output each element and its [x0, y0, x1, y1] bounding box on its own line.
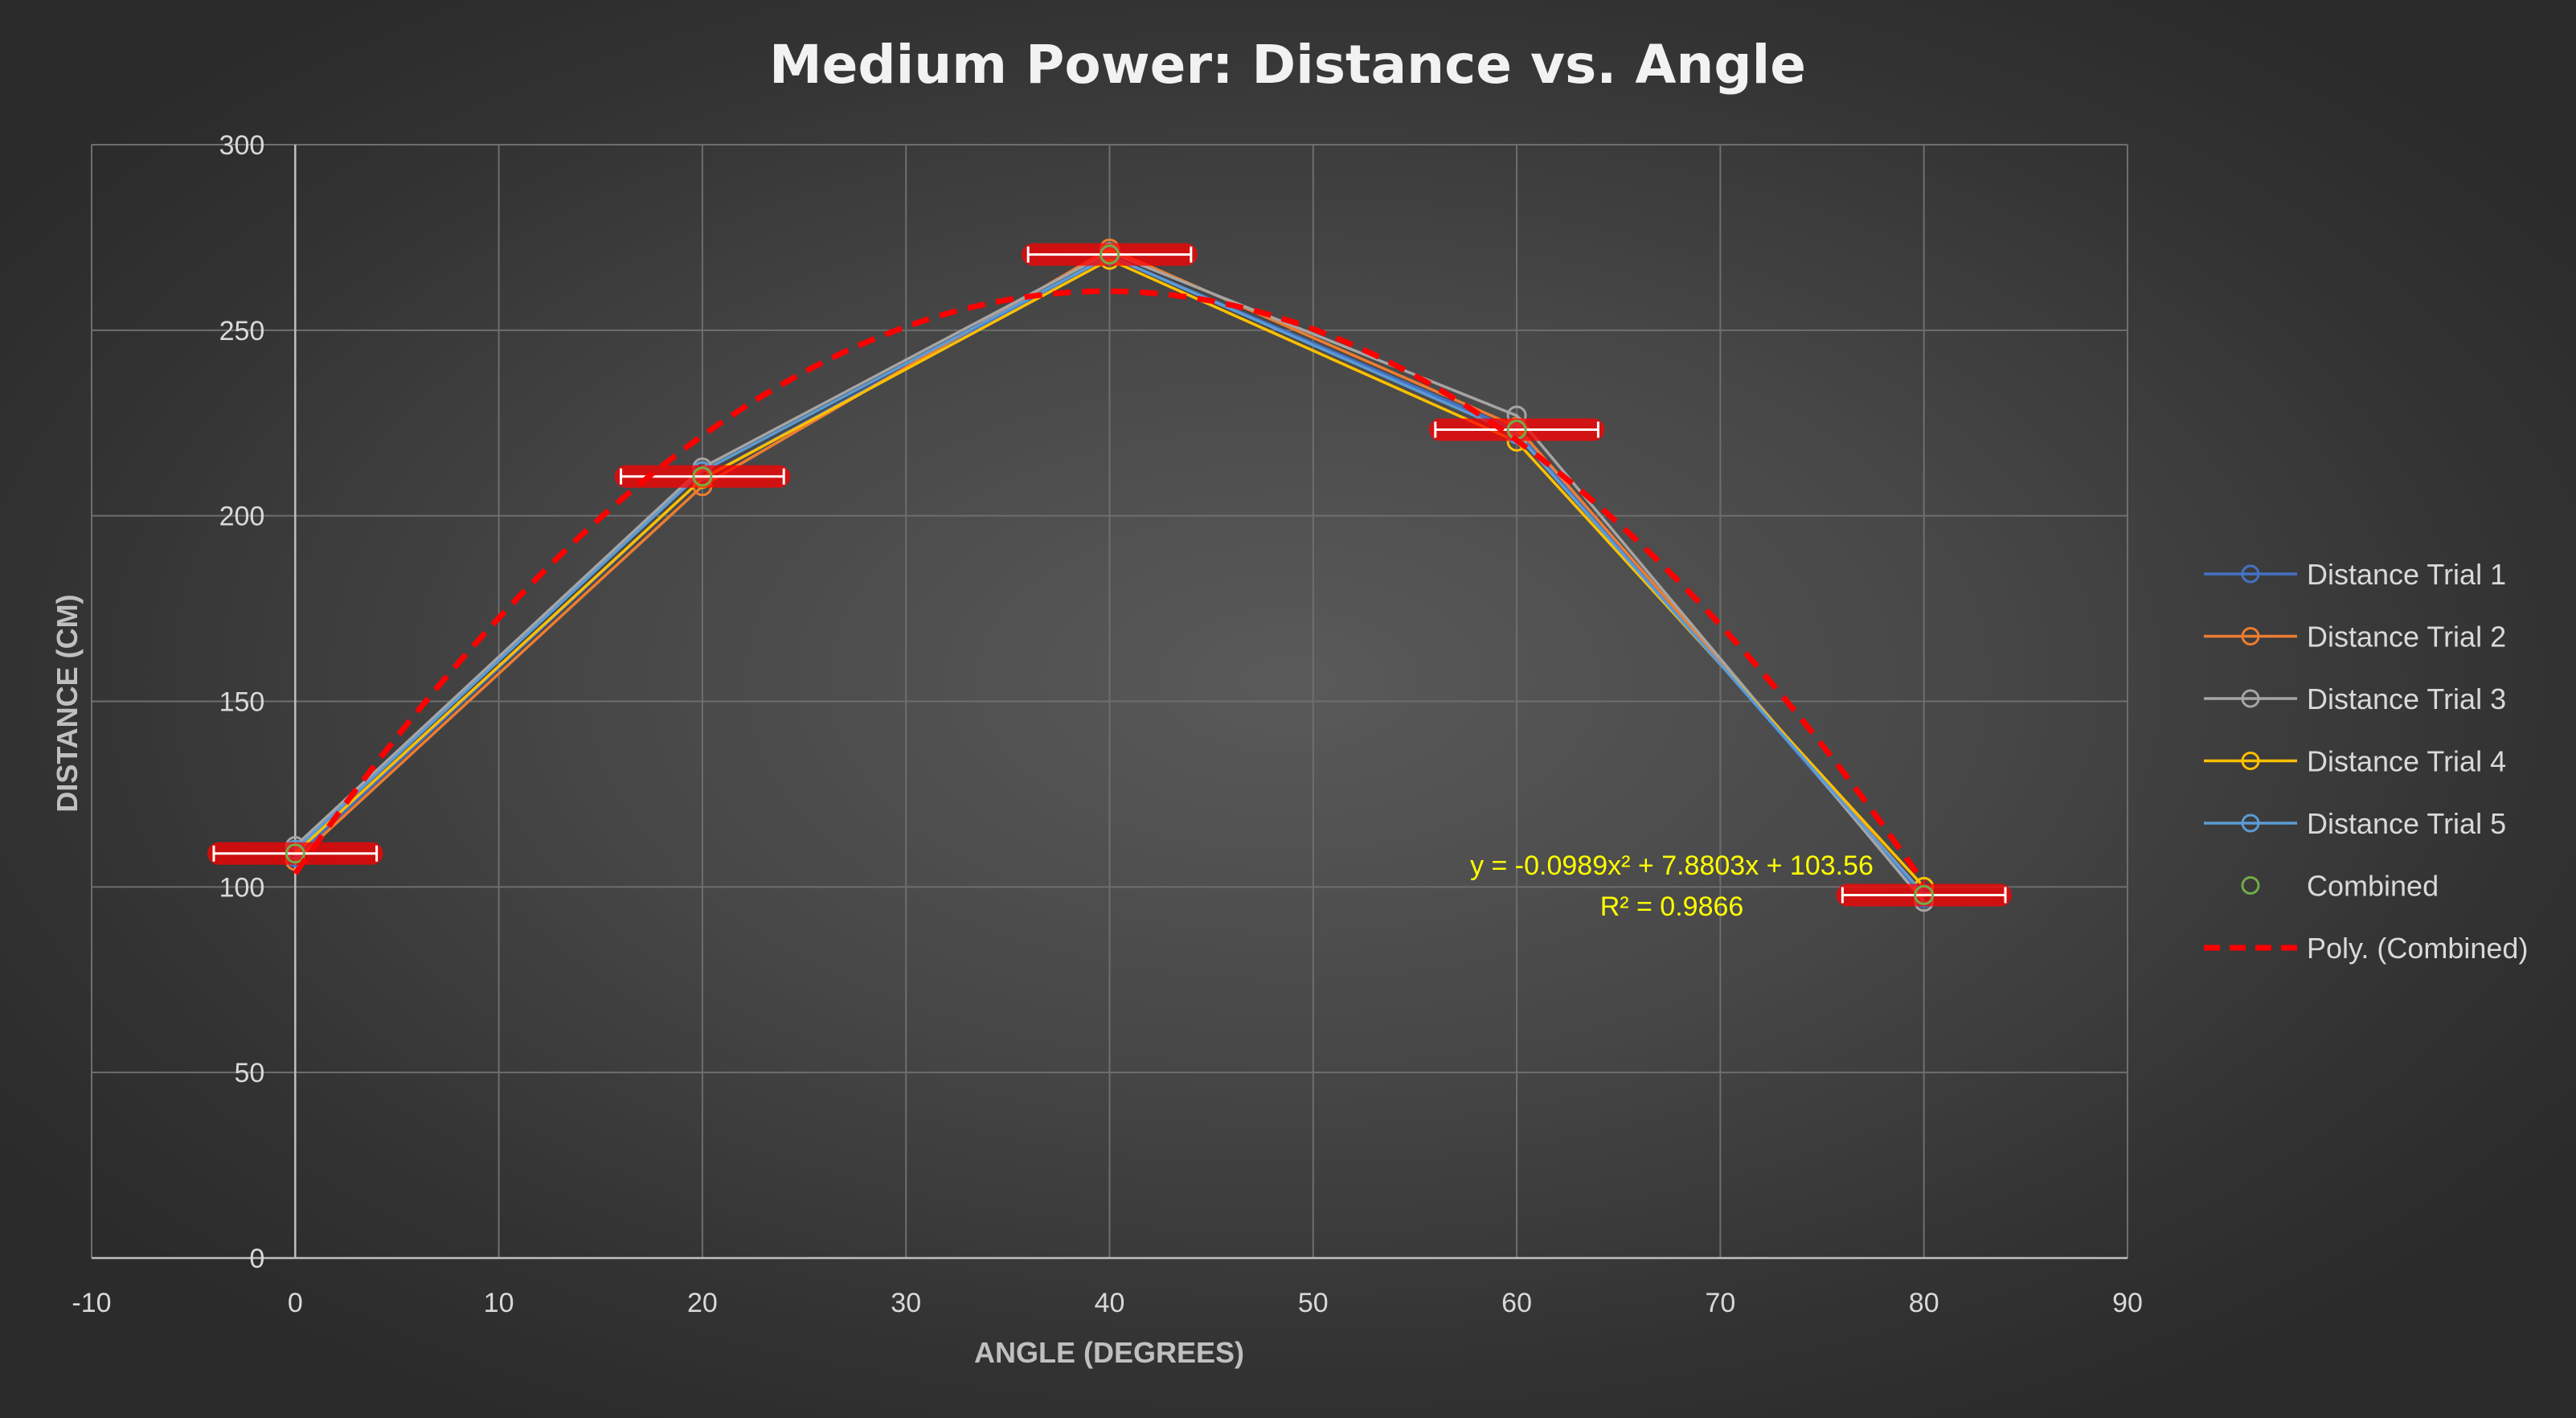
- legend-entry: Distance Trial 5: [2204, 807, 2506, 840]
- legend-entry: Poly. (Combined): [2204, 932, 2528, 965]
- legend-marker: [2241, 752, 2260, 770]
- data-point: [285, 843, 305, 864]
- legend-label: Distance Trial 5: [2307, 807, 2506, 840]
- y-tick-label: 200: [219, 502, 265, 532]
- y-tick-label: 0: [249, 1244, 264, 1274]
- x-tick-label: 60: [1501, 1288, 1532, 1318]
- legend-entry: Distance Trial 1: [2204, 558, 2506, 591]
- legend-label: Distance Trial 1: [2307, 558, 2506, 591]
- data-point: [692, 466, 713, 487]
- legend-label: Distance Trial 3: [2307, 682, 2506, 715]
- legend-label: Distance Trial 2: [2307, 621, 2506, 654]
- legend-marker: [2241, 689, 2260, 708]
- legend-marker: [2241, 814, 2260, 833]
- x-tick-label: 50: [1298, 1288, 1329, 1318]
- y-tick-label: 50: [234, 1058, 264, 1088]
- trendline-equation: y = -0.0989x² + 7.8803x + 103.56: [1470, 850, 1874, 881]
- y-tick-label: 250: [219, 316, 265, 346]
- legend-entry: Distance Trial 3: [2204, 682, 2506, 715]
- x-tick-label: 10: [484, 1288, 514, 1318]
- y-axis-label: DISTANCE (CM): [51, 594, 84, 812]
- chart-title: Medium Power: Distance vs. Angle: [769, 34, 1806, 96]
- legend-label: Poly. (Combined): [2307, 932, 2528, 965]
- x-tick-labels: -10 0 10 20 30 40 50 60 70 80 90: [72, 1288, 2142, 1318]
- legend-entry: Distance Trial 2: [2204, 621, 2506, 654]
- x-axis-label: ANGLE (DEGREES): [974, 1336, 1244, 1369]
- x-tick-label: 40: [1095, 1288, 1125, 1318]
- x-tick-label: 20: [687, 1288, 718, 1318]
- trendline-r-squared: R² = 0.9866: [1600, 891, 1744, 922]
- legend-marker: [2241, 876, 2260, 895]
- x-tick-label: 90: [2112, 1288, 2143, 1318]
- legend-label: Combined: [2307, 870, 2439, 903]
- x-tick-label: 80: [1909, 1288, 1939, 1318]
- axes: [92, 145, 2128, 1260]
- x-tick-label: 0: [288, 1288, 303, 1318]
- y-tick-label: 300: [219, 130, 265, 161]
- legend-marker: [2241, 564, 2260, 584]
- x-tick-label: 70: [1705, 1288, 1735, 1318]
- legend: Distance Trial 1 Distance Trial 2 Distance…: [2204, 558, 2528, 965]
- legend-entry: Combined: [2241, 870, 2439, 903]
- data-point: [1100, 244, 1120, 265]
- y-tick-labels: 0 50 100 150 200 250 300: [219, 130, 265, 1274]
- y-tick-label: 150: [219, 687, 265, 718]
- legend-marker: [2241, 627, 2260, 645]
- legend-entry: Distance Trial 4: [2204, 745, 2506, 778]
- x-tick-label: -10: [72, 1288, 111, 1318]
- y-tick-label: 100: [219, 872, 265, 903]
- legend-label: Distance Trial 4: [2307, 745, 2506, 778]
- data-point: [1914, 884, 1935, 905]
- series-6: [207, 243, 2013, 907]
- series-layer: [207, 238, 2013, 912]
- trendline-layer: [293, 288, 1927, 885]
- x-tick-label: 30: [891, 1288, 921, 1318]
- trendline: [293, 288, 1927, 885]
